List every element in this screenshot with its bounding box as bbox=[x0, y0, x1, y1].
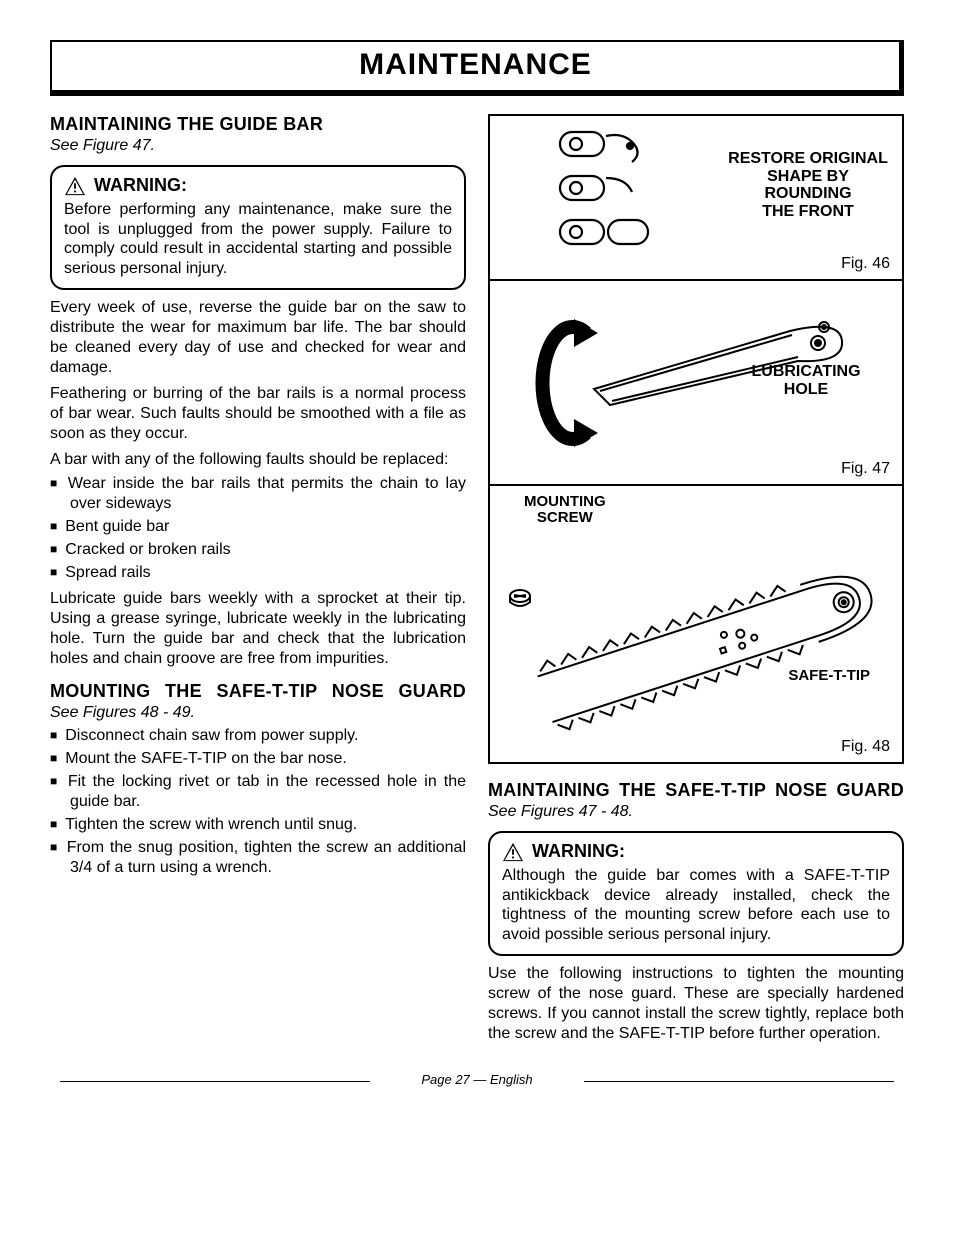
paragraph-tighten-instructions: Use the following instructions to tighte… bbox=[488, 964, 904, 1044]
faults-list: Wear inside the bar rails that permits t… bbox=[50, 474, 466, 583]
paragraph-weekly-reverse: Every week of use, reverse the guide bar… bbox=[50, 298, 466, 378]
warning-label-1: WARNING: bbox=[94, 175, 187, 196]
list-item: Wear inside the bar rails that permits t… bbox=[50, 474, 466, 514]
fig47-label: LUBRICATING HOLE bbox=[746, 363, 866, 398]
footer-rule-left bbox=[60, 1081, 370, 1082]
fig48-caption: Fig. 48 bbox=[841, 738, 890, 756]
list-item: Bent guide bar bbox=[50, 517, 466, 537]
paragraph-feathering: Feathering or burring of the bar rails i… bbox=[50, 384, 466, 444]
figure-47-box: LUBRICATING HOLE Fig. 47 bbox=[488, 279, 904, 484]
see-figures-47-48: See Figures 47 - 48. bbox=[488, 803, 904, 821]
list-item: Cracked or broken rails bbox=[50, 540, 466, 560]
section-heading-guide-bar: MAINTAINING THE GUIDE BAR bbox=[50, 114, 466, 135]
fig47-caption: Fig. 47 bbox=[841, 460, 890, 478]
paragraph-faults-intro: A bar with any of the following faults s… bbox=[50, 450, 466, 470]
warning-triangle-icon bbox=[64, 176, 86, 196]
see-figure-47: See Figure 47. bbox=[50, 137, 466, 155]
see-figures-48-49: See Figures 48 - 49. bbox=[50, 704, 466, 722]
list-item: From the snug position, tighten the scre… bbox=[50, 838, 466, 878]
fig46-label: RESTORE ORIGINAL SHAPE BY ROUNDING THE F… bbox=[728, 150, 888, 220]
right-column: RESTORE ORIGINAL SHAPE BY ROUNDING THE F… bbox=[488, 114, 904, 1044]
list-item: Mount the SAFE-T-TIP on the bar nose. bbox=[50, 749, 466, 769]
warning-body-2: Although the guide bar comes with a SAFE… bbox=[502, 866, 890, 944]
warning-heading-2: WARNING: bbox=[502, 841, 890, 862]
footer-rule-right bbox=[584, 1081, 894, 1082]
section-heading-maintaining-tip: MAINTAINING THE SAFE-T-TIP NOSE GUARD bbox=[488, 780, 904, 801]
section-heading-mounting: MOUNTING THE SAFE-T-TIP NOSE GUARD bbox=[50, 681, 466, 702]
page-title: MAINTENANCE bbox=[52, 48, 899, 82]
fig46-caption: Fig. 46 bbox=[841, 255, 890, 273]
fig48-chainsaw-bar-icon bbox=[496, 526, 896, 751]
page-title-box: MAINTENANCE bbox=[50, 40, 904, 96]
page-footer: Page 27 — English bbox=[50, 1072, 904, 1087]
mounting-steps-list: Disconnect chain saw from power supply. … bbox=[50, 726, 466, 878]
paragraph-lubricate: Lubricate guide bars weekly with a sproc… bbox=[50, 589, 466, 669]
list-item: Spread rails bbox=[50, 563, 466, 583]
fig46-chain-links-icon bbox=[530, 128, 670, 273]
left-column: MAINTAINING THE GUIDE BAR See Figure 47.… bbox=[50, 114, 466, 1044]
list-item: Disconnect chain saw from power supply. bbox=[50, 726, 466, 746]
warning-box-2: WARNING: Although the guide bar comes wi… bbox=[488, 831, 904, 956]
list-item: Tighten the screw with wrench until snug… bbox=[50, 815, 466, 835]
warning-heading-1: WARNING: bbox=[64, 175, 452, 196]
figure-48-box: MOUNTING SCREW bbox=[488, 484, 904, 764]
two-column-layout: MAINTAINING THE GUIDE BAR See Figure 47.… bbox=[50, 114, 904, 1044]
page-number: Page 27 — English bbox=[421, 1072, 532, 1087]
figure-46-box: RESTORE ORIGINAL SHAPE BY ROUNDING THE F… bbox=[488, 114, 904, 279]
fig48-safe-t-tip-label: SAFE-T-TIP bbox=[788, 667, 870, 684]
fig48-mounting-screw-label: MOUNTING SCREW bbox=[524, 494, 606, 526]
warning-body-1: Before performing any maintenance, make … bbox=[64, 200, 452, 278]
warning-box-1: WARNING: Before performing any maintenan… bbox=[50, 165, 466, 290]
warning-label-2: WARNING: bbox=[532, 841, 625, 862]
list-item: Fit the locking rivet or tab in the rece… bbox=[50, 772, 466, 812]
warning-triangle-icon bbox=[502, 842, 524, 862]
